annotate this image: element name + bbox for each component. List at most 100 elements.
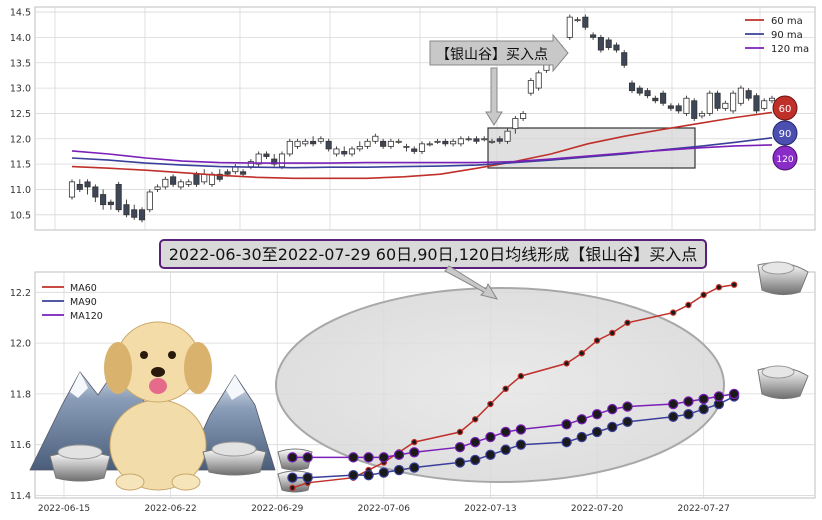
top-y-tick-label: 14.0: [10, 33, 31, 44]
candle: [356, 141, 363, 152]
candle: [667, 103, 674, 111]
bottom-x-tick-label: 2022-07-20: [571, 504, 624, 514]
candle: [380, 138, 387, 149]
candle: [325, 138, 332, 152]
candle-body: [364, 140, 371, 147]
bottom-y-tick-label: 11.8: [10, 389, 31, 400]
buy-point-callout: 【银山谷】买入点: [429, 33, 569, 126]
series-point: [470, 436, 481, 448]
badge-120: [772, 145, 798, 171]
top-y-tick-label: 10.5: [10, 210, 31, 221]
candle-body: [216, 173, 223, 180]
candle-body: [131, 209, 138, 218]
candle-body: [753, 95, 760, 112]
candle: [263, 151, 270, 160]
series-point: [730, 281, 738, 288]
candle-body: [597, 37, 604, 51]
candle-body: [488, 140, 496, 143]
snow-cap-right-icon: [226, 375, 245, 400]
top-ma60-line: [71, 111, 773, 180]
silver-ingot-icon: [49, 444, 111, 482]
series-point: [668, 411, 679, 422]
series-point: [411, 438, 418, 446]
candle-body: [621, 52, 628, 66]
series-point: [713, 391, 725, 402]
badge-60-label: 60: [779, 104, 792, 115]
candle: [753, 93, 760, 114]
candle: [278, 151, 286, 170]
candle-body: [714, 92, 721, 109]
series-point: [456, 428, 464, 436]
series-point: [593, 337, 601, 344]
candle-body: [761, 100, 768, 109]
silver-ingot-icon: [202, 441, 267, 476]
series-ma120: [287, 388, 740, 463]
candle-body: [170, 176, 177, 185]
candle-body: [333, 148, 340, 155]
series-point: [698, 393, 709, 405]
candle-body: [605, 39, 612, 48]
candle: [115, 181, 122, 213]
series-line: [292, 393, 735, 459]
bottom-y-tick-labels: 11.4 11.6 11.8 12.0 12.2: [10, 288, 31, 502]
candle-body: [107, 201, 114, 206]
candle: [535, 70, 542, 91]
candle: [465, 136, 472, 142]
series-point: [348, 452, 359, 463]
series-point: [609, 329, 616, 337]
candle-body: [582, 16, 589, 28]
candle-body: [737, 87, 744, 104]
bottom-x-tick-label: 2022-06-22: [144, 504, 196, 514]
candle: [372, 133, 379, 144]
candle: [333, 146, 340, 157]
series-point: [409, 462, 420, 473]
candle: [504, 128, 511, 144]
series-point: [348, 469, 359, 481]
series-point: [698, 403, 709, 415]
candle-body: [395, 140, 402, 143]
badge-90: [772, 120, 798, 146]
series-point: [500, 444, 511, 455]
candle-body: [224, 171, 231, 175]
series-point: [363, 452, 374, 463]
candle: [138, 207, 146, 223]
candle: [613, 42, 620, 53]
series-point: [715, 284, 723, 291]
top-y-tick-label: 12.5: [10, 109, 31, 120]
series-point: [622, 401, 633, 412]
candle: [84, 179, 91, 195]
top-y-tick-label: 13.0: [10, 84, 31, 95]
candle: [162, 176, 169, 190]
badge-120-label: 120: [776, 155, 793, 165]
puppy-paw-left-icon: [115, 473, 145, 491]
candle: [621, 50, 628, 68]
candle: [722, 100, 729, 111]
series-point: [683, 396, 694, 407]
bottom-chart: 11.4 11.6 11.8 12.0 12.2 2022-06-15 2022-06-2…: [10, 261, 816, 514]
candle: [761, 98, 768, 111]
candle: [123, 199, 130, 218]
bottom-x-tick-label: 2022-07-06: [358, 504, 411, 514]
candle: [170, 174, 177, 187]
puppy-ear-left-icon: [104, 342, 132, 394]
top-ma120-line: [71, 144, 773, 164]
candle-body: [310, 140, 317, 145]
candle-body: [636, 87, 643, 94]
puppy-eye-right-icon: [168, 351, 176, 359]
candle: [395, 138, 402, 144]
bottom-legend: MA60 MA90 MA120: [42, 283, 103, 322]
candle: [271, 153, 278, 167]
candle-body: [255, 153, 262, 165]
candle: [520, 110, 527, 122]
callout-text: 【银山谷】买入点: [436, 47, 548, 63]
series-point: [454, 442, 466, 453]
candle-body: [457, 138, 464, 145]
candle-body: [426, 143, 433, 146]
candle-body: [698, 113, 706, 117]
candle-body: [177, 181, 184, 188]
series-point: [470, 454, 481, 466]
series-point: [409, 447, 420, 458]
candle: [675, 103, 682, 114]
candle-body: [201, 173, 208, 183]
candle-body: [68, 181, 76, 198]
